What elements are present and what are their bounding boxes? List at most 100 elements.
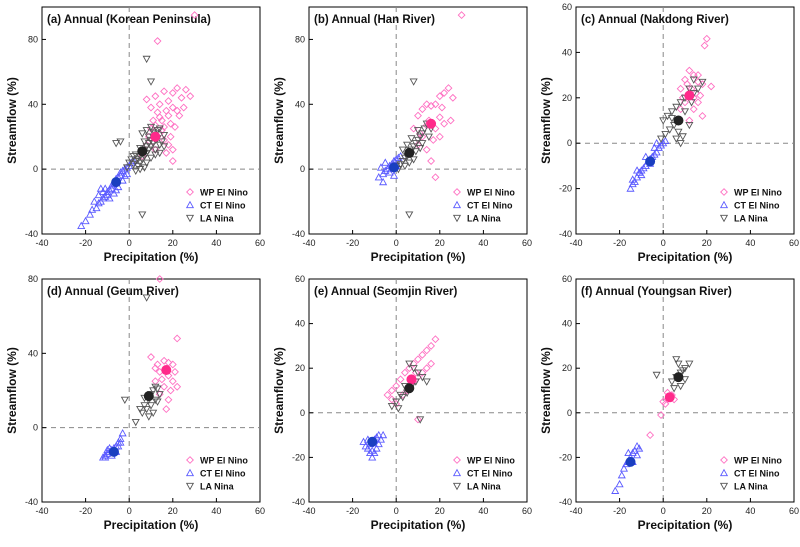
y-tick-label: -20 xyxy=(559,184,572,194)
data-point xyxy=(427,341,436,350)
data-point xyxy=(160,87,169,96)
data-point xyxy=(619,464,629,472)
data-point xyxy=(168,360,177,369)
data-point xyxy=(127,156,136,164)
x-tick-label: -40 xyxy=(569,238,582,248)
data-point xyxy=(138,130,147,138)
data-point xyxy=(181,85,190,94)
data-point xyxy=(160,143,169,151)
data-point xyxy=(667,378,676,386)
x-tick-label: 60 xyxy=(522,506,532,516)
data-point xyxy=(101,184,110,192)
data-point xyxy=(674,128,683,137)
legend-label: CT El Nino xyxy=(734,469,780,479)
data-point xyxy=(403,141,412,150)
x-tick-label: 20 xyxy=(168,506,178,516)
data-point xyxy=(646,431,655,440)
data-point xyxy=(142,127,151,135)
data-point xyxy=(146,123,156,132)
x-tick-label: 0 xyxy=(127,238,132,248)
data-point xyxy=(685,360,694,368)
x-tick-label: 40 xyxy=(211,238,221,248)
data-point xyxy=(151,92,160,101)
data-point xyxy=(694,98,703,107)
data-point xyxy=(413,127,423,135)
data-point xyxy=(168,103,177,112)
data-point xyxy=(142,95,151,104)
legend: WP El Nino CT El Nino LA Nina xyxy=(185,188,248,224)
plot-frame xyxy=(41,6,261,235)
data-point xyxy=(160,132,169,140)
y-tick-label: 20 xyxy=(295,363,305,373)
data-point xyxy=(672,135,681,143)
data-point xyxy=(118,429,127,437)
data-point xyxy=(707,82,716,91)
data-point xyxy=(444,84,453,93)
data-point xyxy=(155,391,164,399)
y-tick-label: 40 xyxy=(28,348,38,358)
x-tick-label: 0 xyxy=(394,506,399,516)
y-tick-label: 0 xyxy=(33,423,38,433)
data-point xyxy=(672,356,681,364)
legend-label: WP El Nino xyxy=(734,456,782,466)
data-point xyxy=(457,11,466,20)
data-point xyxy=(440,119,449,128)
data-point xyxy=(689,105,698,114)
mean-point-wp xyxy=(684,90,695,101)
data-point xyxy=(372,444,381,452)
data-point xyxy=(140,402,149,410)
data-point xyxy=(398,146,407,154)
x-axis-label: Precipitation (%) xyxy=(104,518,199,532)
data-point xyxy=(435,92,444,101)
legend-marker xyxy=(719,482,729,491)
data-point xyxy=(77,221,86,229)
data-point xyxy=(142,294,151,302)
data-point xyxy=(383,391,392,399)
data-point xyxy=(657,411,665,419)
data-point xyxy=(166,119,175,128)
chart-panel-5: -40 -20 0 20 40 60 -40 -20 0 20 40 60 Precipitation … xyxy=(272,274,532,532)
data-point xyxy=(414,111,422,120)
data-point xyxy=(155,275,164,283)
panel-title: (e) Annual (Seomjin River) xyxy=(314,286,458,298)
plot-frame xyxy=(575,6,795,235)
y-tick-label: 60 xyxy=(562,2,572,12)
legend-label: WP El Nino xyxy=(467,456,515,466)
y-tick-label: 0 xyxy=(300,408,305,418)
x-tick-label: -20 xyxy=(613,238,626,248)
data-point xyxy=(155,149,164,158)
legend-marker xyxy=(719,200,729,209)
data-point xyxy=(136,405,145,414)
data-point xyxy=(116,434,125,442)
chart-panel-1: -40 -20 0 20 40 60 -40 0 40 80 Precipitation (%) St… xyxy=(5,6,265,264)
data-point xyxy=(680,108,690,116)
data-point xyxy=(162,405,171,414)
data-point xyxy=(416,129,425,138)
data-point xyxy=(694,71,703,80)
mean-point-la xyxy=(673,115,684,126)
chart-panel-6: -40 -20 0 20 40 60 -40 -20 0 20 40 60 Precipitation … xyxy=(539,274,799,532)
data-point xyxy=(414,355,422,364)
data-point xyxy=(146,154,156,163)
data-point xyxy=(639,163,648,172)
data-point xyxy=(392,398,401,406)
data-point xyxy=(387,403,396,411)
x-tick-label: 60 xyxy=(255,238,265,248)
data-point xyxy=(398,394,407,402)
data-point xyxy=(136,159,145,167)
chart-panel-4: -40 -20 0 20 40 60 -40 0 40 80 Precipitation (%) St… xyxy=(5,274,265,532)
x-tick-label: 40 xyxy=(745,238,755,248)
data-point xyxy=(153,385,162,393)
data-point xyxy=(90,197,99,205)
data-point xyxy=(615,479,624,488)
data-point xyxy=(149,409,158,418)
data-point xyxy=(685,66,694,75)
data-point xyxy=(112,140,121,148)
data-point xyxy=(363,444,372,452)
data-point xyxy=(632,450,642,459)
x-axis-label: Precipitation (%) xyxy=(371,518,466,532)
data-point xyxy=(661,131,670,139)
data-point xyxy=(153,360,162,369)
data-point xyxy=(160,356,169,365)
data-point xyxy=(667,115,676,123)
